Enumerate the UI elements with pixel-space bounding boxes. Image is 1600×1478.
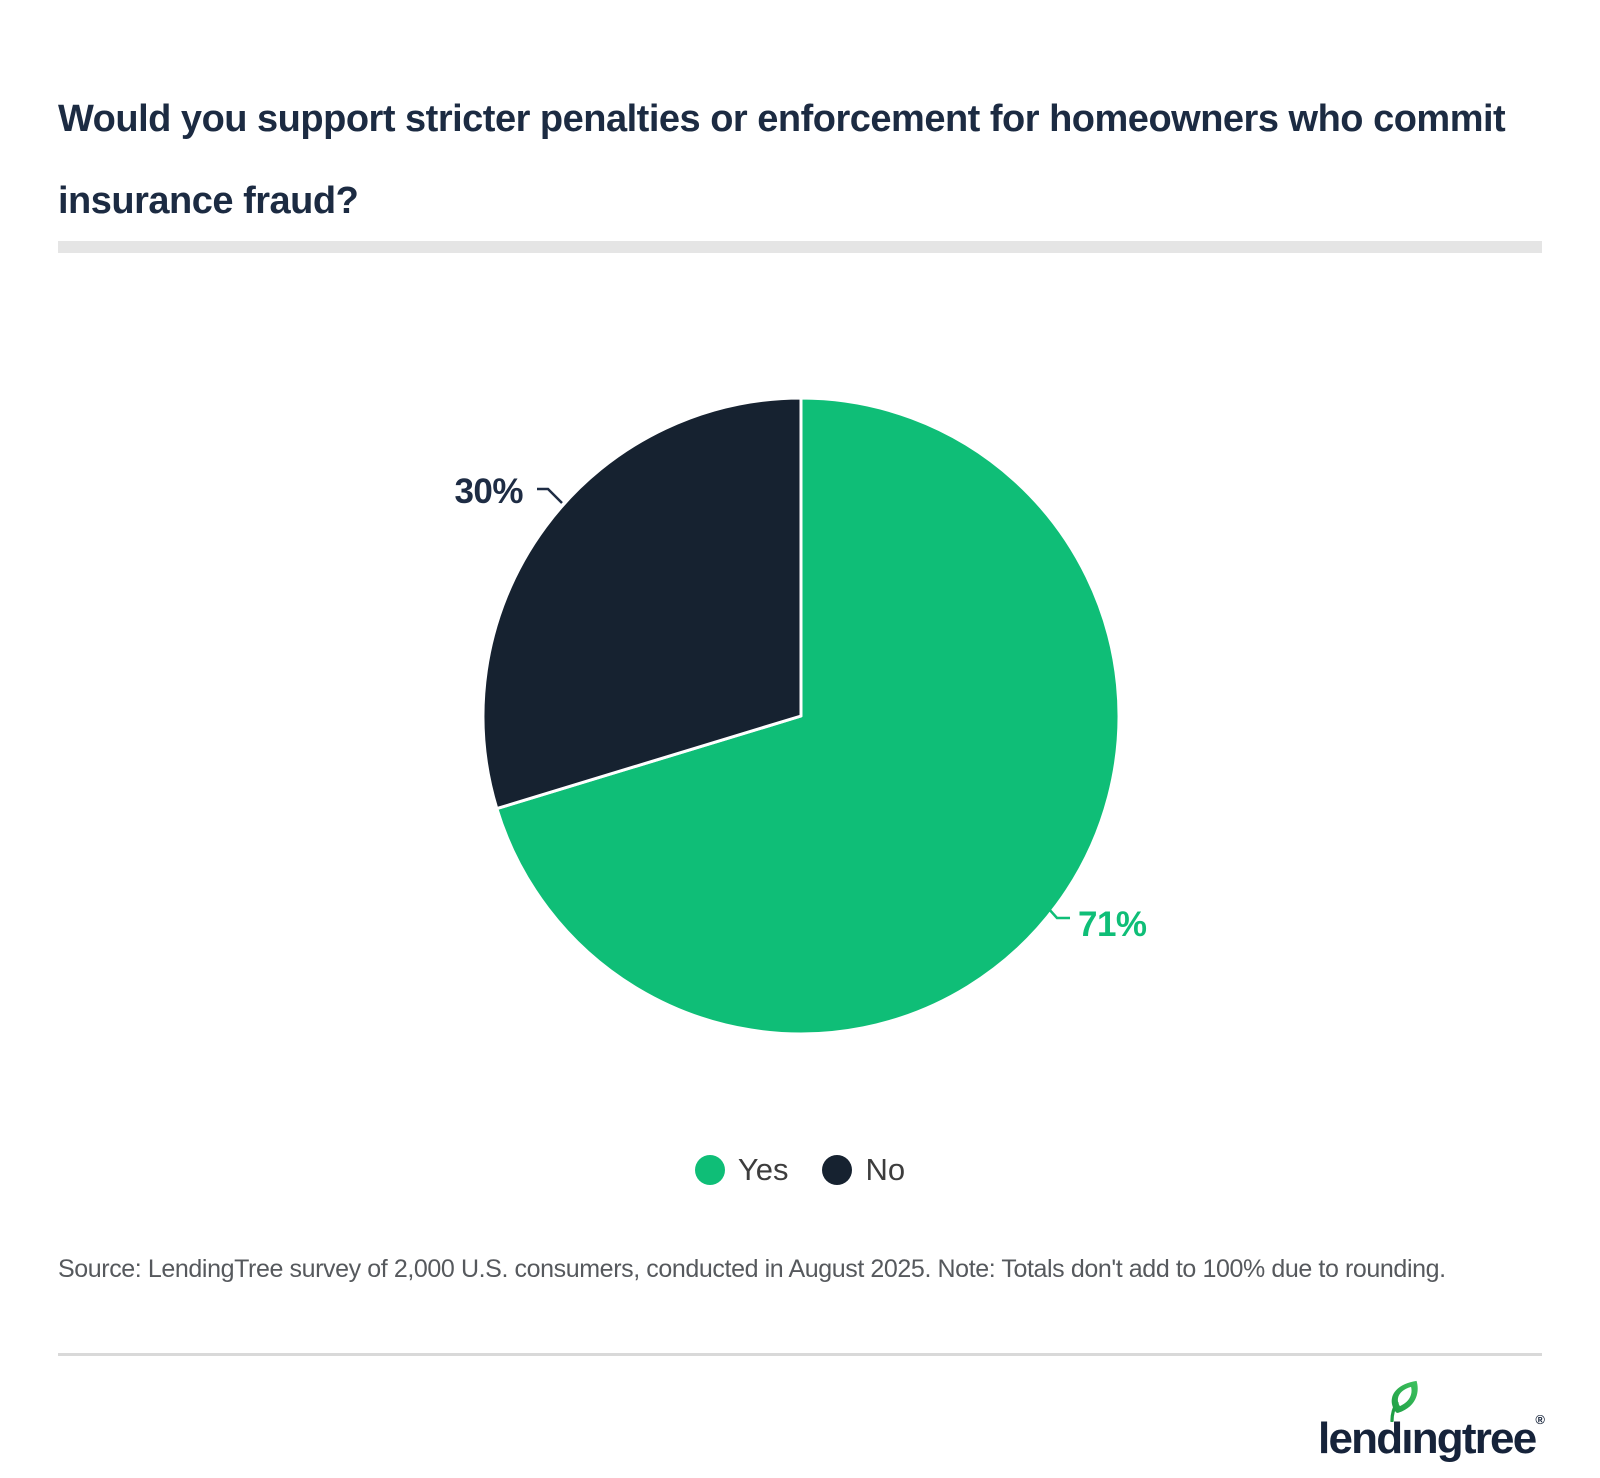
pie-slice-yes[interactable]: [495, 396, 1121, 1036]
data-label-yes: 71%: [1078, 905, 1147, 944]
leaf-icon: [1390, 1380, 1418, 1422]
logo-wordmark: lendıngtree: [1318, 1414, 1537, 1463]
legend-marker-yes-icon: [694, 1155, 725, 1185]
chart-title: Would you support stricter penalties or …: [58, 98, 1506, 222]
title-underline-bar: [58, 241, 1542, 253]
legend-label-no: No: [865, 1152, 906, 1187]
legend-item-yes[interactable]: Yes: [694, 1152, 789, 1188]
legend-marker-no-icon: [822, 1155, 853, 1185]
logo-registered-mark: ®: [1535, 1412, 1545, 1427]
lendingtree-logo: lendıngtree®: [1318, 1380, 1545, 1464]
data-label-no: 30%: [454, 472, 523, 511]
pie-slice-no[interactable]: [481, 396, 803, 811]
footer-divider: [58, 1353, 1542, 1356]
legend-item-no[interactable]: No: [822, 1152, 905, 1188]
label-connector-no: [537, 487, 563, 504]
chart-legend: Yes No: [0, 1152, 1600, 1188]
source-note: Source: LendingTree survey of 2,000 U.S.…: [58, 1255, 1446, 1283]
label-connector-yes: [1047, 907, 1070, 920]
legend-label-yes: Yes: [737, 1152, 789, 1187]
